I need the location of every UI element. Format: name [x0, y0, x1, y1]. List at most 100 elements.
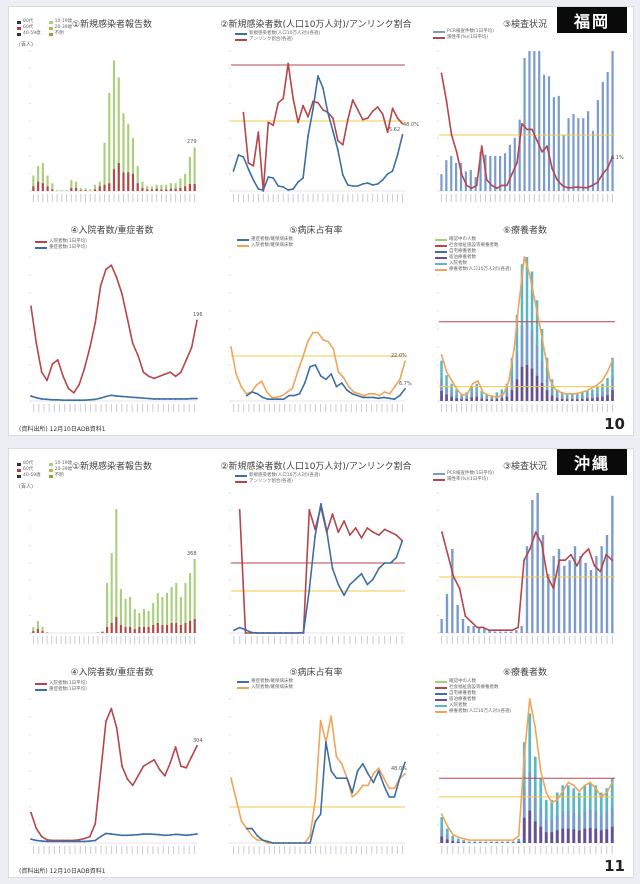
x-tick-label: [115, 636, 117, 644]
older-bar: [41, 183, 44, 191]
x-tick-label: [175, 636, 177, 644]
x-tick-label: [505, 636, 507, 644]
hospitalized-point: [89, 835, 91, 838]
total-bar: [37, 166, 40, 191]
chart-panel-3: ③検査状況 PCR検査件数(1日平均) 陽性率(%)(1日平均) 6.1%: [421, 11, 629, 211]
x-tick-label: [584, 846, 586, 854]
new-cases-point: [341, 174, 344, 176]
severe-occupancy-point: [383, 396, 385, 399]
severe-point: [110, 394, 113, 397]
severe-point: [121, 395, 123, 398]
older-bar: [170, 623, 173, 633]
unlinked-ratio-point: [346, 118, 349, 121]
chart-svg: [437, 50, 615, 202]
x-tick-label: [53, 846, 55, 854]
older-bar: [41, 631, 44, 633]
x-tick-label: [569, 636, 571, 644]
inpatient-occupancy-point: [358, 392, 360, 395]
legend-item: 重症者数(1日平均): [35, 245, 87, 251]
legend-swatch: [435, 681, 447, 683]
older-bar: [136, 183, 139, 191]
x-tick-label: [496, 846, 498, 854]
x-tick-label: [239, 636, 241, 644]
unlinked-ratio-point: [267, 121, 270, 124]
hotel-care-bar: [565, 399, 569, 401]
hotel-care-bar: [445, 839, 449, 843]
home-care-bar: [588, 809, 592, 843]
unlinked-ratio-point: [307, 115, 309, 118]
legend-swatch: [435, 705, 447, 707]
new-cases-point: [317, 75, 319, 77]
x-tick-label: [337, 636, 339, 644]
home-care-bar: [460, 397, 463, 401]
new-cases-point: [314, 535, 316, 537]
legend-item: 20-39歳: [48, 25, 73, 31]
new-cases-point: [354, 578, 357, 581]
legend-label: 20-39歳: [54, 25, 73, 30]
total-bar: [160, 184, 163, 191]
positivity-rate-point: [452, 576, 455, 578]
x-tick-label: [308, 636, 310, 644]
inpatient-occupancy-point: [286, 391, 289, 393]
severe-occupancy-point: [372, 781, 375, 784]
hotel-care-bar: [462, 842, 466, 843]
x-tick-label: [538, 194, 540, 202]
x-tick-label: [148, 636, 150, 644]
chart-title: ⑥療養者数: [502, 226, 548, 236]
hospitalized-point: [105, 268, 107, 271]
x-tick-label: [362, 194, 364, 202]
legend-swatch: [435, 251, 447, 253]
chart-legend: 確認中の人数 社会福祉施設等療養者数 自宅療養者数 宿泊療養者数 入院者数 療養者数(人口…: [435, 679, 511, 715]
x-tick-label: [75, 194, 77, 202]
x-tick-label: [110, 846, 112, 854]
inpatient-occupancy-line: [230, 715, 406, 844]
patients-per-100k-point: [554, 388, 557, 391]
hospitalized-point: [46, 838, 48, 841]
x-tick-label: [577, 194, 579, 202]
x-tick-label: [606, 404, 608, 412]
x-tick-label: [326, 636, 328, 644]
x-tick-label: [511, 404, 513, 412]
home-care-bar: [489, 842, 493, 843]
hotel-care-bar: [588, 827, 592, 843]
hospitalized-point: [83, 837, 86, 840]
older-bar: [98, 186, 101, 191]
positivity-rate-point: [475, 184, 478, 187]
inpatient-occupancy-point: [378, 394, 381, 397]
severe-occupancy-point: [404, 761, 406, 764]
unlinked-ratio-point: [272, 124, 275, 127]
x-tick-label: [590, 636, 592, 644]
severe-point: [180, 398, 182, 400]
hospitalized-line: [30, 707, 198, 842]
hospitalized-point: [153, 377, 156, 380]
pcr-tests-bar: [515, 630, 518, 633]
x-tick-label: [184, 194, 186, 202]
hospitalized-point: [147, 375, 150, 378]
hotel-care-bar: [550, 395, 554, 401]
severe-occupancy-point: [351, 392, 354, 395]
patients-per-100k-point: [482, 391, 484, 394]
x-tick-label: [100, 846, 102, 854]
patients-per-100k-point: [513, 348, 515, 351]
older-bar: [155, 188, 158, 191]
x-tick-label: [309, 404, 311, 412]
older-bar: [193, 184, 196, 191]
legend-label: 確認中の人数: [449, 237, 476, 242]
x-tick-label: [257, 194, 259, 202]
home-care-bar: [535, 345, 539, 401]
severe-occupancy-point: [346, 777, 348, 780]
new-cases-point: [273, 632, 276, 634]
severe-occupancy-point: [404, 388, 406, 390]
x-tick-label: [84, 404, 86, 412]
x-tick-label: [567, 846, 569, 854]
pcr-tests-bar: [469, 170, 472, 191]
pcr-tests-bar: [577, 118, 580, 191]
hotel-care-bar: [500, 398, 504, 401]
patients-per-100k-point: [457, 836, 460, 839]
patients-per-100k-point: [461, 394, 464, 397]
severe-point: [185, 834, 188, 837]
severe-occupancy-point: [245, 827, 248, 830]
patients-per-100k-point: [533, 299, 536, 302]
older-bar: [169, 188, 172, 191]
legend-item: 入院者数(1日平均): [35, 239, 87, 245]
